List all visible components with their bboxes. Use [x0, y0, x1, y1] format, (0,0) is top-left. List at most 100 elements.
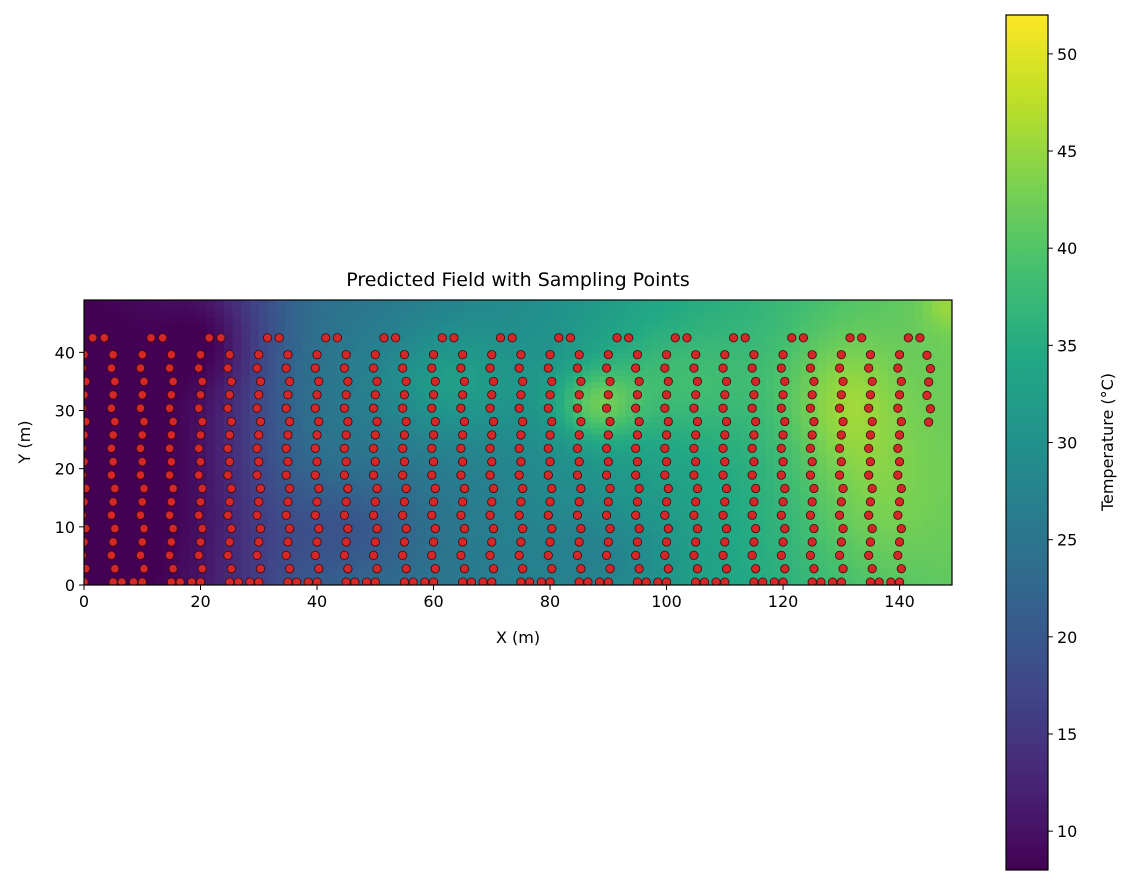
heatmap-cell [520, 329, 531, 336]
heatmap-cell [206, 532, 216, 540]
heatmap-cell [826, 532, 837, 540]
heatmap-cell [756, 410, 767, 417]
heatmap-cell [180, 433, 190, 441]
heatmap-cell [503, 427, 513, 435]
heatmap-cell [451, 445, 461, 452]
heatmap-cell [215, 486, 225, 493]
heatmap-cell [346, 468, 356, 476]
heatmap-cell [118, 468, 129, 476]
heatmap-cell [660, 369, 671, 377]
heatmap-cell [852, 439, 863, 447]
heatmap-cell [267, 579, 277, 585]
heatmap-cell [118, 416, 129, 423]
heatmap-cell [354, 561, 365, 569]
heatmap-cell [284, 462, 295, 470]
heatmap-cell [250, 503, 260, 510]
heatmap-cell [110, 439, 120, 447]
heatmap-cell [311, 305, 321, 313]
heatmap-cell [118, 561, 129, 569]
heatmap-cell [162, 334, 172, 342]
heatmap-cell [118, 410, 129, 417]
heatmap-cell [145, 579, 155, 585]
heatmap-cell [180, 457, 190, 464]
heatmap-cell [451, 300, 461, 307]
sampling-point [175, 577, 185, 585]
heatmap-cell [564, 433, 574, 441]
heatmap-cell [232, 305, 242, 313]
heatmap-cell [284, 369, 295, 377]
heatmap-cell [538, 457, 548, 464]
heatmap-cell [940, 439, 950, 447]
heatmap-cell [914, 526, 924, 534]
heatmap-cell [809, 334, 819, 342]
heatmap-cell [512, 521, 522, 528]
heatmap-cell [625, 369, 636, 377]
heatmap-cell [241, 561, 251, 569]
heatmap-cell [643, 323, 653, 330]
heatmap-cell [713, 381, 723, 388]
heatmap-cell [363, 509, 373, 516]
heatmap-cell [538, 363, 548, 371]
heatmap-cell [721, 451, 732, 458]
heatmap-cell [651, 526, 662, 534]
heatmap-cell [118, 334, 129, 342]
heatmap-cell [433, 311, 443, 319]
heatmap-cell [800, 515, 810, 522]
heatmap-cell [127, 300, 138, 307]
heatmap-cell [582, 398, 592, 406]
heatmap-cell [293, 486, 304, 493]
heatmap-cell [852, 579, 863, 585]
heatmap-cell [494, 515, 505, 522]
heatmap-cell [643, 526, 653, 534]
heatmap-cell [590, 346, 601, 353]
heatmap-cell [922, 439, 933, 447]
heatmap-cell [442, 451, 452, 458]
sampling-point [139, 376, 149, 387]
heatmap-cell [110, 468, 120, 476]
heatmap-cell [791, 526, 802, 534]
heatmap-cell [101, 526, 111, 534]
heatmap-cell [783, 393, 793, 400]
heatmap-cell [721, 515, 732, 522]
heatmap-cell [180, 532, 190, 540]
heatmap-cell [494, 474, 505, 481]
heatmap-cell [302, 474, 312, 481]
heatmap-cell [538, 422, 548, 429]
heatmap-cell [818, 381, 828, 388]
heatmap-cell [118, 538, 129, 545]
heatmap-cell [241, 416, 251, 423]
heatmap-cell [171, 410, 181, 417]
heatmap-cell [372, 503, 382, 510]
heatmap-cell [538, 503, 548, 510]
heatmap-cell [512, 369, 522, 377]
heatmap-cell [206, 427, 216, 435]
heatmap-cell [887, 480, 898, 487]
heatmap-cell [896, 515, 906, 522]
heatmap-cell [861, 410, 872, 417]
heatmap-cell [223, 317, 234, 324]
heatmap-cell [686, 323, 697, 330]
heatmap-cell [739, 393, 749, 400]
heatmap-cell [896, 358, 906, 365]
heatmap-cell [678, 451, 688, 458]
heatmap-cell [914, 427, 924, 435]
heatmap-cell [765, 555, 775, 563]
heatmap-cell [389, 573, 400, 580]
heatmap-cell [319, 422, 330, 429]
heatmap-cell [669, 457, 679, 464]
heatmap-cell [678, 538, 688, 545]
heatmap-cell [84, 573, 94, 580]
heatmap-cell [451, 561, 461, 569]
heatmap-cell [215, 503, 225, 510]
heatmap-cell [188, 398, 199, 406]
heatmap-cell [363, 503, 373, 510]
heatmap-cell [748, 329, 758, 336]
heatmap-cell [276, 305, 286, 313]
heatmap-cell [914, 532, 924, 540]
heatmap-cell [651, 340, 662, 348]
heatmap-cell [861, 503, 872, 510]
heatmap-cell [660, 334, 671, 342]
heatmap-cell [809, 369, 819, 377]
heatmap-cell [835, 311, 845, 319]
heatmap-cell [258, 305, 269, 313]
